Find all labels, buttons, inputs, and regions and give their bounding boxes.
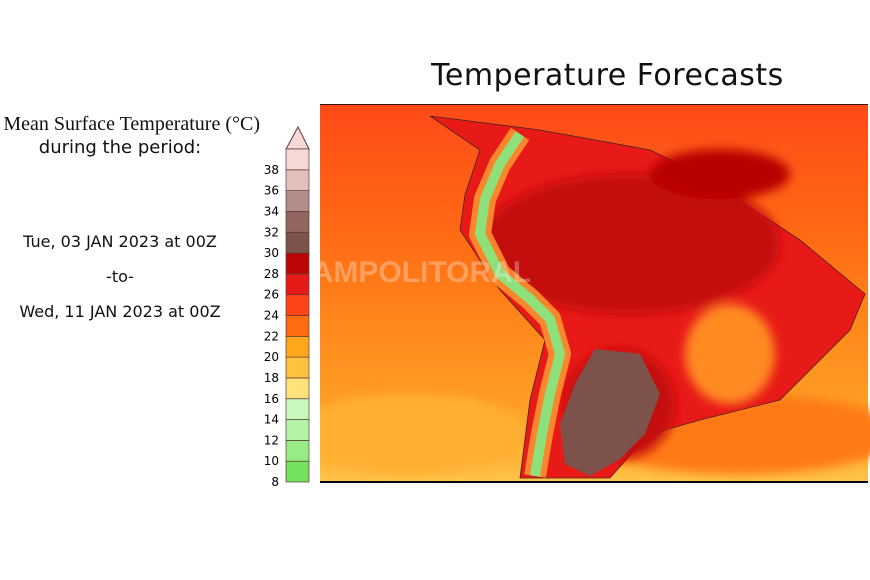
colorbar-swatch bbox=[285, 273, 310, 296]
colorbar: 8 10 12 14 16 18 20 22 24 26 28 30 32 34 36 38 bbox=[264, 125, 310, 489]
colorbar-swatch bbox=[285, 398, 310, 420]
colorbar-swatch bbox=[285, 440, 310, 462]
temperature-map: CAMPOLITORAL bbox=[320, 104, 870, 483]
guiana-hot-region bbox=[650, 149, 790, 199]
colorbar-tick-label: 32 bbox=[264, 225, 279, 239]
colorbar-swatch bbox=[285, 356, 310, 379]
colorbar-tick-label: 30 bbox=[264, 246, 279, 260]
colorbar-swatch bbox=[285, 294, 310, 316]
colorbar-tick-label: 20 bbox=[264, 350, 279, 364]
colorbar-tick-label: 28 bbox=[264, 267, 279, 281]
colorbar-tick-label: 22 bbox=[264, 329, 279, 343]
map-title: Temperature Forecasts bbox=[431, 58, 784, 93]
watermark: CAMPOLITORAL bbox=[320, 256, 531, 289]
colorbar-tick-label: 14 bbox=[264, 413, 279, 427]
colorbar-swatch bbox=[285, 148, 310, 171]
colorbar-arrow bbox=[285, 125, 310, 150]
colorbar-swatch bbox=[285, 335, 310, 358]
period-start: Tue, 03 JAN 2023 at 00Z bbox=[23, 232, 217, 251]
colorbar-tick-label: 26 bbox=[264, 288, 279, 302]
subtitle-variable: Mean Surface Temperature (°C) bbox=[3, 113, 260, 135]
colorbar-tick-label: 18 bbox=[264, 371, 279, 385]
colorbar-swatch bbox=[285, 315, 310, 337]
argentina-hot-region bbox=[560, 349, 660, 476]
andes-green-strip bbox=[475, 131, 565, 477]
cool-ocean-region bbox=[320, 394, 530, 474]
brazil-highlands bbox=[685, 304, 775, 404]
colorbar-swatch bbox=[285, 211, 310, 233]
period-end: Wed, 11 JAN 2023 at 00Z bbox=[19, 302, 221, 321]
colorbar-swatch bbox=[285, 460, 310, 483]
colorbar-tick-label: 8 bbox=[271, 475, 279, 489]
subtitle-period: during the period: bbox=[38, 137, 202, 158]
colorbar-tick-label: 36 bbox=[264, 184, 279, 198]
colorbar-tick-label: 12 bbox=[264, 433, 279, 447]
colorbar-tick-label: 34 bbox=[264, 204, 279, 218]
colorbar-swatch bbox=[285, 377, 310, 400]
colorbar-tick-label: 24 bbox=[264, 309, 279, 323]
colorbar-swatch bbox=[285, 419, 310, 441]
colorbar-tick-label: 16 bbox=[264, 392, 279, 406]
colorbar-swatch bbox=[285, 252, 310, 275]
colorbar-tick-label: 38 bbox=[264, 163, 279, 177]
amazon-hot-region bbox=[480, 174, 780, 314]
colorbar-swatch bbox=[285, 190, 310, 212]
period-separator: -to- bbox=[106, 267, 134, 286]
colorbar-tick-label: 10 bbox=[264, 454, 279, 468]
colorbar-swatch bbox=[285, 231, 310, 254]
colorbar-swatch bbox=[285, 169, 310, 191]
